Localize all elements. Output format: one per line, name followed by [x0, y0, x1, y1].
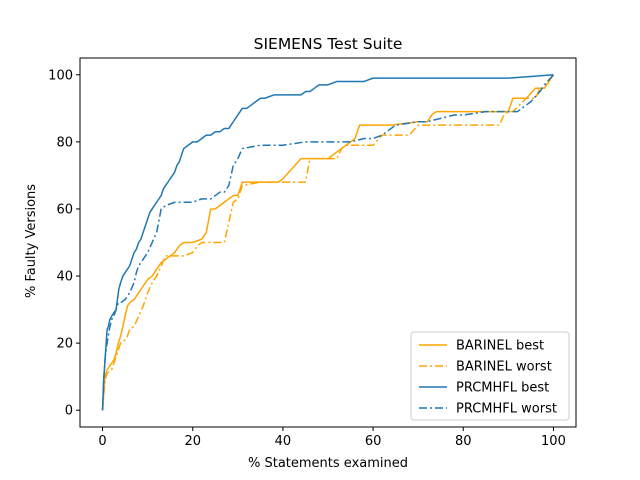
- y-tick-label: 100: [48, 68, 73, 83]
- x-tick-label: 20: [184, 434, 201, 449]
- chart-title: SIEMENS Test Suite: [254, 35, 403, 53]
- legend-label-4: PRCMHFL worst: [456, 402, 557, 417]
- x-tick-label: 80: [455, 434, 472, 449]
- legend-label-3: PRCMHFL best: [456, 381, 549, 396]
- y-axis-label: % Faulty Versions: [24, 184, 39, 298]
- series-line-1: [101, 74, 555, 411]
- x-tick-label: 100: [541, 434, 566, 449]
- legend: BARINEL best BARINEL worst PRCMHFL best PRC…: [410, 331, 570, 421]
- legend-label-2: BARINEL worst: [456, 360, 552, 375]
- series-line-4: [101, 74, 555, 411]
- x-tick-label: 0: [98, 434, 106, 449]
- y-tick-label: 40: [56, 270, 73, 285]
- y-tick-label: 80: [56, 135, 73, 150]
- x-axis-label: % Statements examined: [248, 456, 408, 471]
- legend-label-1: BARINEL best: [456, 339, 544, 354]
- series-line-2: [101, 74, 555, 411]
- ticks-layer: 0 20 40 60 80 100 0 20 40 60 80 100: [48, 68, 566, 449]
- y-tick-label: 60: [56, 202, 73, 217]
- series-layer: [101, 74, 555, 411]
- axes-frame: [79, 57, 577, 428]
- y-tick-label: 20: [56, 337, 73, 352]
- y-tick-label: 0: [65, 404, 73, 419]
- series-line-3: [101, 74, 554, 411]
- x-tick-label: 60: [365, 434, 382, 449]
- x-tick-label: 40: [275, 434, 292, 449]
- legend-box: [410, 331, 570, 421]
